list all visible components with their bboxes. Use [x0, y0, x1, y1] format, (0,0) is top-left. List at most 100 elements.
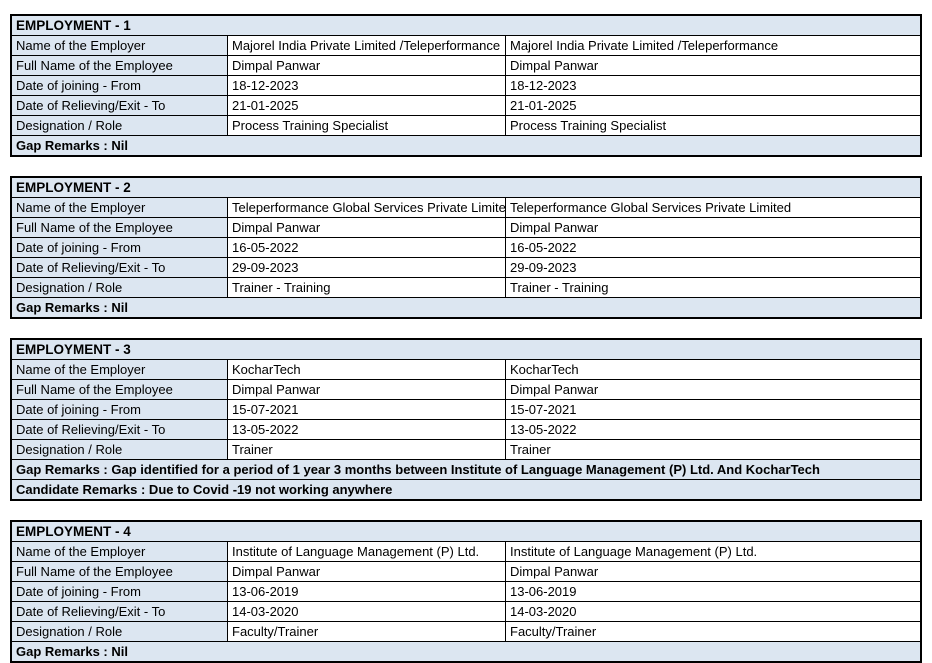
verified-value: Institute of Language Management (P) Ltd… [505, 542, 920, 561]
employment-table-4: EMPLOYMENT - 4 Name of the Employer Inst… [10, 520, 922, 663]
verified-value: Faculty/Trainer [505, 622, 920, 641]
table-row-employer: Name of the Employer Majorel India Priva… [12, 35, 920, 55]
row-label: Name of the Employer [12, 36, 227, 55]
row-label: Designation / Role [12, 278, 227, 297]
claimed-value: Faculty/Trainer [227, 622, 505, 641]
section-title: EMPLOYMENT - 1 [16, 18, 131, 33]
claimed-value: Dimpal Panwar [227, 380, 505, 399]
verified-value: 18-12-2023 [505, 76, 920, 95]
table-row-employer: Name of the Employer Teleperformance Glo… [12, 197, 920, 217]
verified-value: Trainer [505, 440, 920, 459]
table-row-employer: Name of the Employer KocharTech KocharTe… [12, 359, 920, 379]
table-row-employee-name: Full Name of the Employee Dimpal Panwar … [12, 217, 920, 237]
claimed-value: Dimpal Panwar [227, 218, 505, 237]
gap-remarks-text: Gap Remarks : Nil [16, 300, 128, 315]
table-row-date-relieving: Date of Relieving/Exit - To 14-03-2020 1… [12, 601, 920, 621]
table-row-date-joining: Date of joining - From 18-12-2023 18-12-… [12, 75, 920, 95]
table-row-employee-name: Full Name of the Employee Dimpal Panwar … [12, 55, 920, 75]
table-row-date-joining: Date of joining - From 13-06-2019 13-06-… [12, 581, 920, 601]
row-label: Name of the Employer [12, 198, 227, 217]
gap-remarks-row: Gap Remarks : Nil [12, 135, 920, 155]
claimed-value: Trainer [227, 440, 505, 459]
verified-value: Dimpal Panwar [505, 218, 920, 237]
row-label: Name of the Employer [12, 542, 227, 561]
section-title: EMPLOYMENT - 4 [16, 524, 131, 539]
section-header-2: EMPLOYMENT - 2 [12, 178, 920, 197]
row-label: Date of Relieving/Exit - To [12, 602, 227, 621]
claimed-value: 21-01-2025 [227, 96, 505, 115]
verified-value: Dimpal Panwar [505, 56, 920, 75]
gap-remarks-row: Gap Remarks : Gap identified for a perio… [12, 459, 920, 479]
table-row-date-relieving: Date of Relieving/Exit - To 21-01-2025 2… [12, 95, 920, 115]
table-row-employee-name: Full Name of the Employee Dimpal Panwar … [12, 561, 920, 581]
row-label: Designation / Role [12, 622, 227, 641]
section-header-4: EMPLOYMENT - 4 [12, 522, 920, 541]
verified-value: 14-03-2020 [505, 602, 920, 621]
row-label: Full Name of the Employee [12, 218, 227, 237]
claimed-value: Teleperformance Global Services Private … [227, 198, 505, 217]
table-row-employee-name: Full Name of the Employee Dimpal Panwar … [12, 379, 920, 399]
section-header-3: EMPLOYMENT - 3 [12, 340, 920, 359]
row-label: Full Name of the Employee [12, 380, 227, 399]
row-label: Date of Relieving/Exit - To [12, 420, 227, 439]
table-row-date-relieving: Date of Relieving/Exit - To 29-09-2023 2… [12, 257, 920, 277]
row-label: Date of joining - From [12, 76, 227, 95]
section-header-1: EMPLOYMENT - 1 [12, 16, 920, 35]
table-row-designation: Designation / Role Trainer Trainer [12, 439, 920, 459]
section-title: EMPLOYMENT - 2 [16, 180, 131, 195]
verified-value: 13-06-2019 [505, 582, 920, 601]
verified-value: KocharTech [505, 360, 920, 379]
verified-value: Process Training Specialist [505, 116, 920, 135]
claimed-value: Dimpal Panwar [227, 562, 505, 581]
claimed-value: 29-09-2023 [227, 258, 505, 277]
row-label: Date of joining - From [12, 400, 227, 419]
verified-value: 15-07-2021 [505, 400, 920, 419]
claimed-value: 13-05-2022 [227, 420, 505, 439]
gap-remarks-text: Gap Remarks : Nil [16, 138, 128, 153]
claimed-value: 13-06-2019 [227, 582, 505, 601]
claimed-value: Dimpal Panwar [227, 56, 505, 75]
candidate-remarks-row: Candidate Remarks : Due to Covid -19 not… [12, 479, 920, 499]
verified-value: 16-05-2022 [505, 238, 920, 257]
gap-remarks-text: Gap Remarks : Nil [16, 644, 128, 659]
verified-value: 21-01-2025 [505, 96, 920, 115]
employment-table-1: EMPLOYMENT - 1 Name of the Employer Majo… [10, 14, 922, 157]
row-label: Date of joining - From [12, 238, 227, 257]
verified-value: Dimpal Panwar [505, 562, 920, 581]
row-label: Designation / Role [12, 116, 227, 135]
row-label: Date of Relieving/Exit - To [12, 96, 227, 115]
verified-value: 29-09-2023 [505, 258, 920, 277]
row-label: Name of the Employer [12, 360, 227, 379]
row-label: Date of joining - From [12, 582, 227, 601]
gap-remarks-row: Gap Remarks : Nil [12, 641, 920, 661]
row-label: Full Name of the Employee [12, 56, 227, 75]
table-row-designation: Designation / Role Process Training Spec… [12, 115, 920, 135]
table-row-date-relieving: Date of Relieving/Exit - To 13-05-2022 1… [12, 419, 920, 439]
claimed-value: Process Training Specialist [227, 116, 505, 135]
claimed-value: 15-07-2021 [227, 400, 505, 419]
table-row-designation: Designation / Role Faculty/Trainer Facul… [12, 621, 920, 641]
table-row-date-joining: Date of joining - From 15-07-2021 15-07-… [12, 399, 920, 419]
section-title: EMPLOYMENT - 3 [16, 342, 131, 357]
employment-table-2: EMPLOYMENT - 2 Name of the Employer Tele… [10, 176, 922, 319]
claimed-value: 18-12-2023 [227, 76, 505, 95]
claimed-value: 14-03-2020 [227, 602, 505, 621]
claimed-value: Trainer - Training [227, 278, 505, 297]
row-label: Date of Relieving/Exit - To [12, 258, 227, 277]
gap-remarks-row: Gap Remarks : Nil [12, 297, 920, 317]
table-row-date-joining: Date of joining - From 16-05-2022 16-05-… [12, 237, 920, 257]
verified-value: Majorel India Private Limited /Teleperfo… [505, 36, 920, 55]
claimed-value: KocharTech [227, 360, 505, 379]
candidate-remarks-text: Candidate Remarks : Due to Covid -19 not… [16, 482, 393, 497]
claimed-value: 16-05-2022 [227, 238, 505, 257]
verified-value: Trainer - Training [505, 278, 920, 297]
table-row-employer: Name of the Employer Institute of Langua… [12, 541, 920, 561]
verified-value: Dimpal Panwar [505, 380, 920, 399]
verified-value: Teleperformance Global Services Private … [505, 198, 920, 217]
claimed-value: Institute of Language Management (P) Ltd… [227, 542, 505, 561]
verified-value: 13-05-2022 [505, 420, 920, 439]
claimed-value: Majorel India Private Limited /Teleperfo… [227, 36, 505, 55]
employment-table-3: EMPLOYMENT - 3 Name of the Employer Koch… [10, 338, 922, 501]
table-row-designation: Designation / Role Trainer - Training Tr… [12, 277, 920, 297]
